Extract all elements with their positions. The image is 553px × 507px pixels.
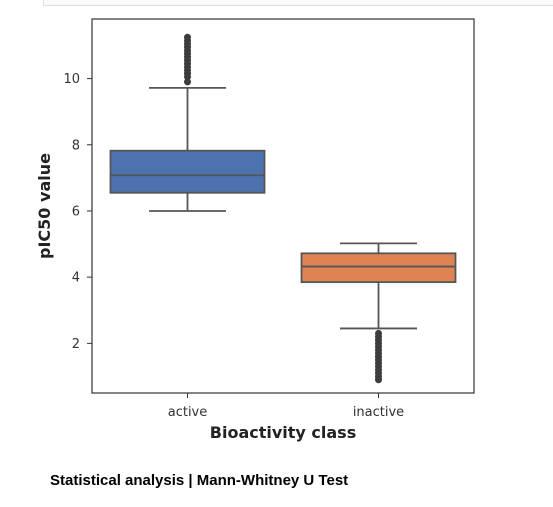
axes-frame xyxy=(91,18,475,394)
outlier-point xyxy=(184,33,192,41)
y-tick-label: 6 xyxy=(72,204,80,219)
previous-output-cell xyxy=(43,0,553,6)
y-tick-label: 4 xyxy=(72,271,80,286)
box-inactive xyxy=(300,242,457,384)
outlier-point xyxy=(374,376,382,384)
iqr-box-inactive xyxy=(300,252,457,284)
x-axis-label: Bioactivity class xyxy=(210,423,356,442)
x-tick-label: active xyxy=(168,405,208,420)
x-tick-label: inactive xyxy=(353,405,404,420)
section-heading: Statistical analysis | Mann-Whitney U Te… xyxy=(50,472,349,489)
iqr-box-active xyxy=(109,149,266,194)
y-axis-label: pIC50 value xyxy=(35,153,54,259)
box-active xyxy=(109,33,266,212)
y-tick-label: 2 xyxy=(72,337,80,352)
box-plot: active inactive 2 4 6 8 10 Bioactivity class p… xyxy=(35,18,475,442)
y-tick-label: 8 xyxy=(72,138,80,153)
y-tick-label: 10 xyxy=(63,72,80,87)
